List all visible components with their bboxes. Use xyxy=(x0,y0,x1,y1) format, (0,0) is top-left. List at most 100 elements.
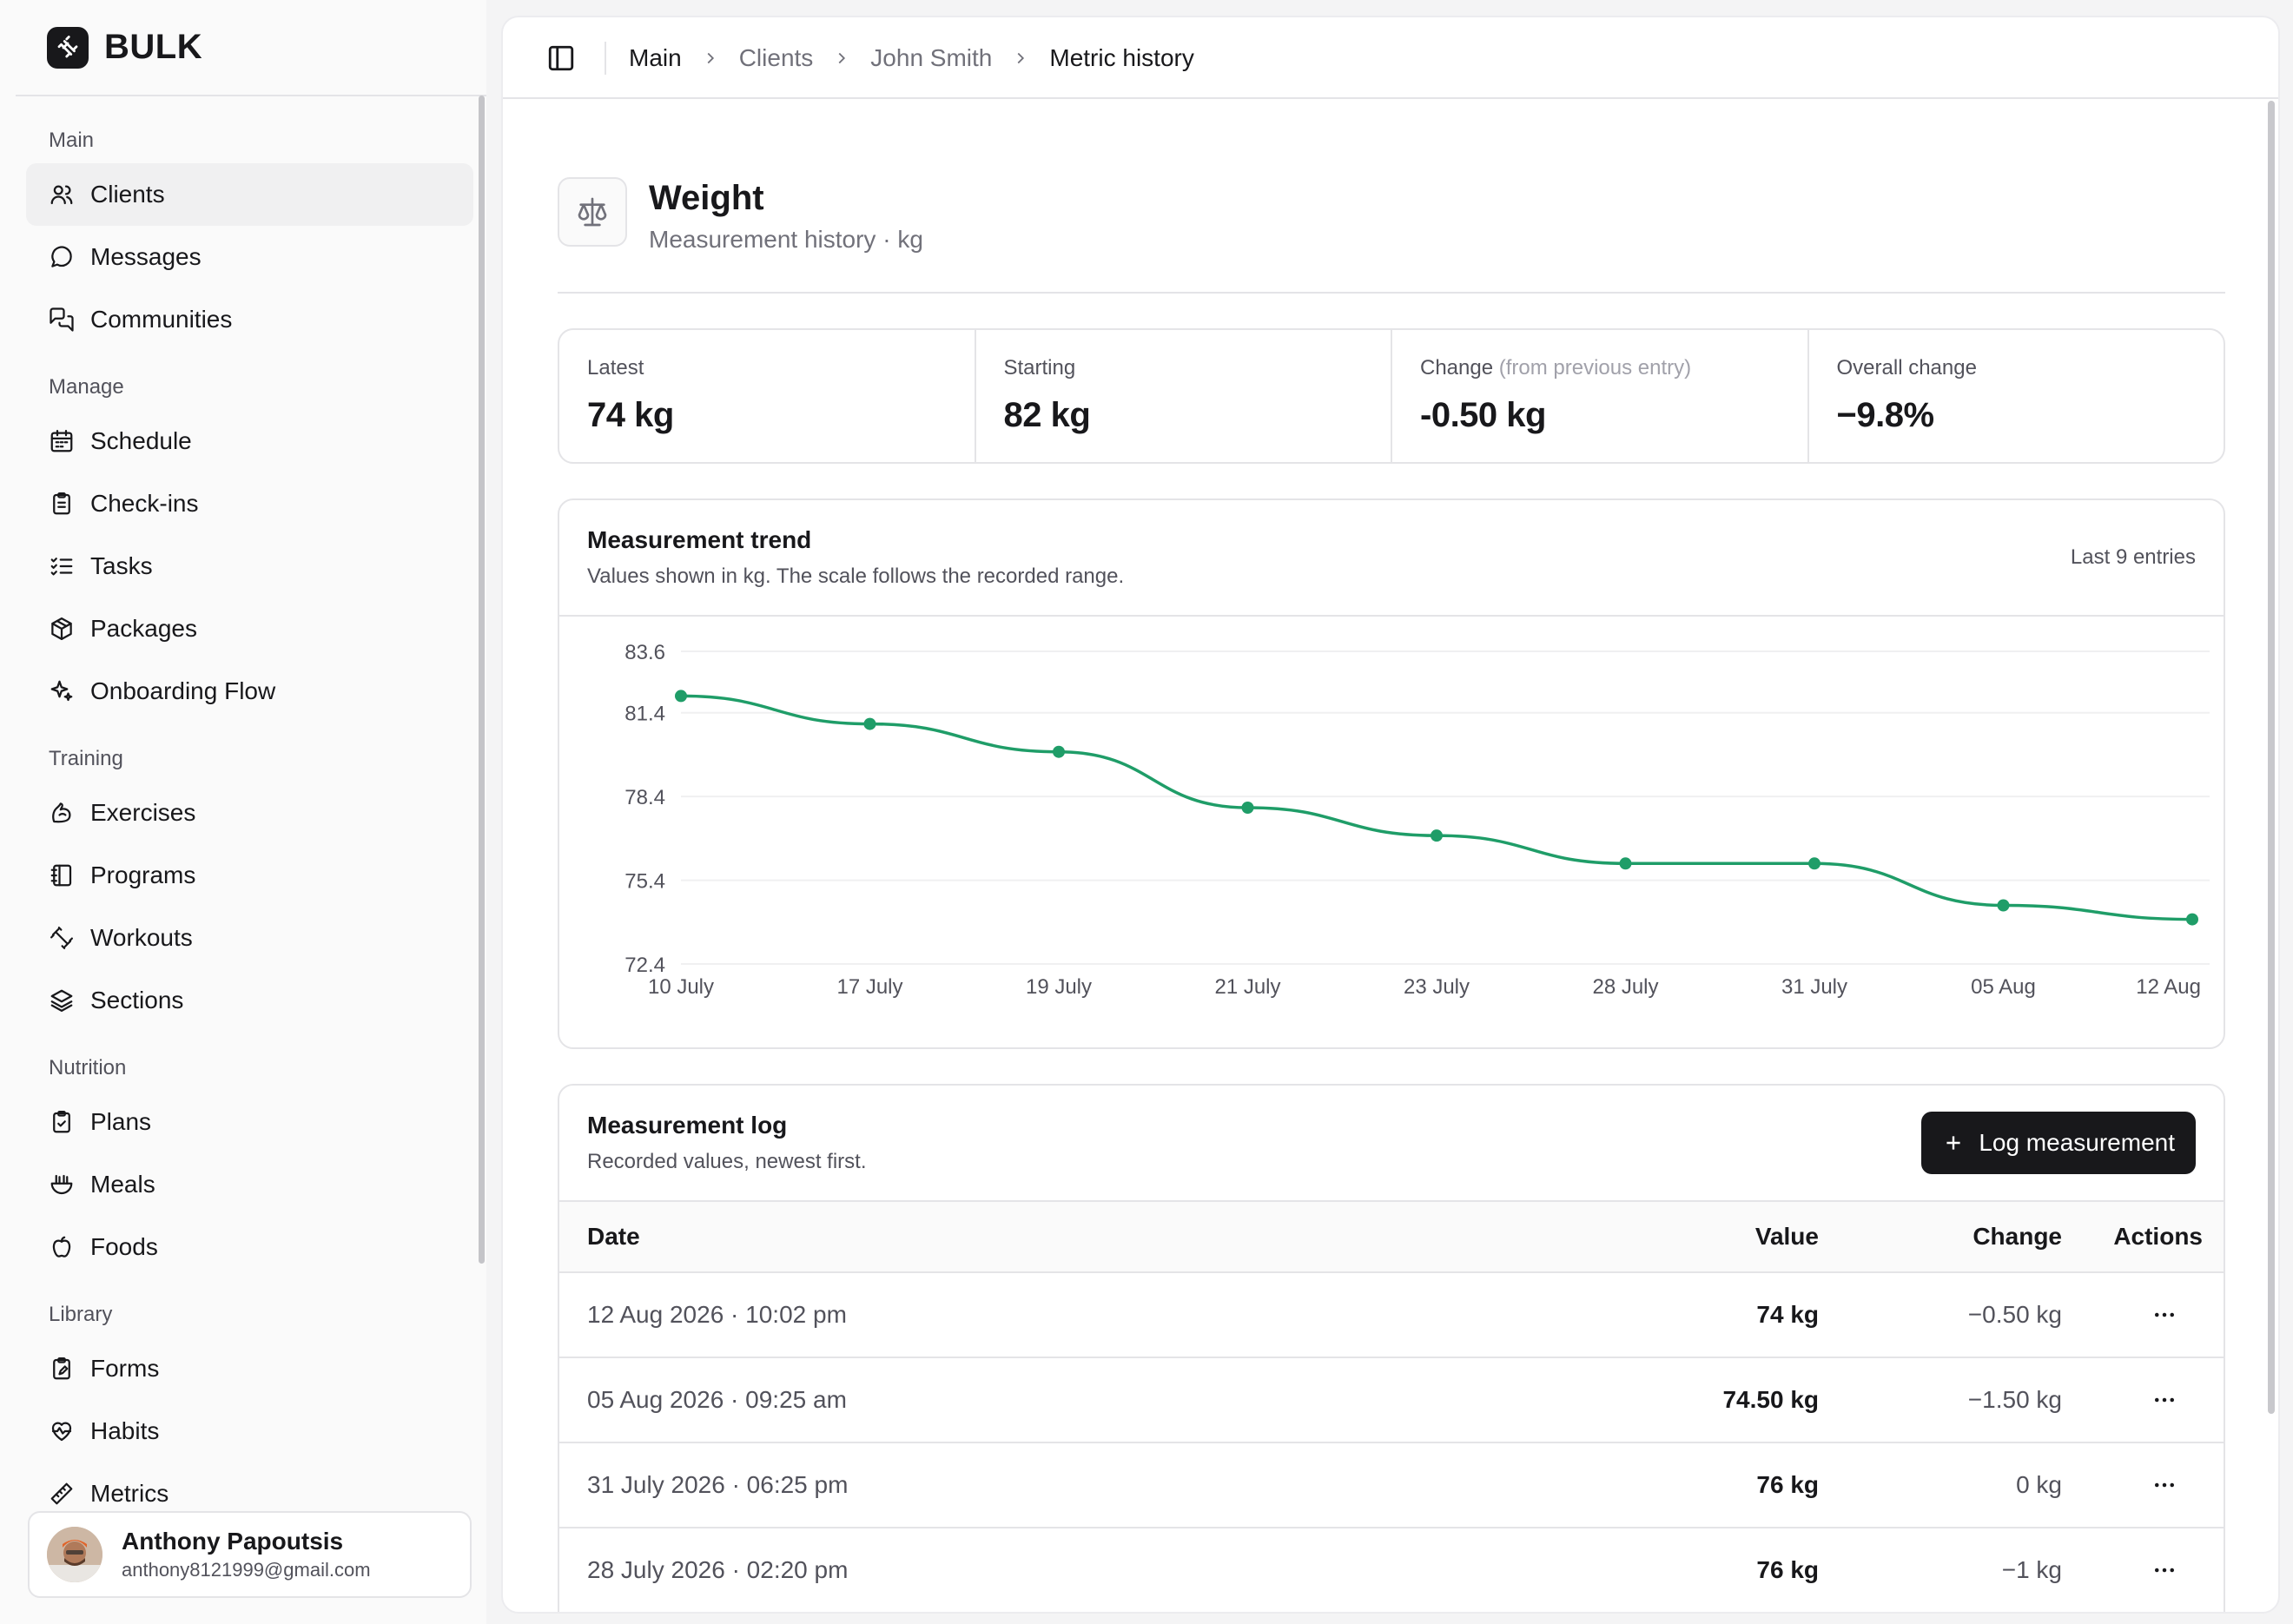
brand-name: BULK xyxy=(104,28,203,66)
sidebar-item-clients[interactable]: Clients xyxy=(26,163,473,226)
sidebar-item-metrics[interactable]: Metrics xyxy=(26,1462,473,1525)
stat-value: 82 kg xyxy=(1003,396,1091,434)
row-actions-button[interactable] xyxy=(2147,1468,2182,1502)
stat-latest: Latest 74 kg xyxy=(559,330,976,462)
nav-heading: Library xyxy=(49,1303,113,1326)
sidebar-item-programs[interactable]: Programs xyxy=(26,844,473,907)
sidebar-item-meals[interactable]: Meals xyxy=(26,1153,473,1216)
trend-title: Measurement trend xyxy=(587,526,812,553)
chevron-right-icon xyxy=(838,52,846,64)
data-point xyxy=(1053,745,1065,758)
user-card[interactable]: Anthony Papoutsis anthony8121999@gmail.c… xyxy=(28,1511,472,1598)
row-change: −1.50 kg xyxy=(1967,1386,2062,1413)
more-horizontal-icon xyxy=(2155,1568,2174,1573)
sidebar-item-packages[interactable]: Packages xyxy=(26,597,473,660)
row-value: 76 kg xyxy=(1756,1471,1819,1498)
stat-value: −9.8% xyxy=(1836,396,1935,434)
sidebar-item-forms[interactable]: Forms xyxy=(26,1337,473,1400)
ruler-icon xyxy=(50,1482,73,1505)
nav-heading: Manage xyxy=(49,375,124,399)
divider xyxy=(558,292,2225,294)
data-point xyxy=(1808,857,1821,870)
breadcrumb-clients[interactable]: Clients xyxy=(738,44,814,71)
sidebar-item-habits[interactable]: Habits xyxy=(26,1400,473,1462)
sidebar-item-label: Check-ins xyxy=(90,490,199,517)
sidebar-item-check-ins[interactable]: Check-ins xyxy=(26,472,473,535)
sidebar-item-label: Metrics xyxy=(90,1480,169,1507)
sidebar-item-label: Messages xyxy=(90,243,202,270)
log-measurement-label: Log measurement xyxy=(1979,1129,2175,1156)
y-tick-label: 75.4 xyxy=(624,870,665,894)
sidebar-item-onboarding-flow[interactable]: Onboarding Flow xyxy=(26,660,473,723)
breadcrumb-main[interactable]: Main xyxy=(629,44,682,71)
trend-chart-svg: 72.4 75.4 78.4 81.4 83.6 10 July 17 July 19 Jul… xyxy=(624,641,2210,999)
sidebar-scrollbar[interactable] xyxy=(479,96,485,1264)
sidebar-item-label: Packages xyxy=(90,615,197,642)
sidebar-item-tasks[interactable]: Tasks xyxy=(26,535,473,597)
sidebar-item-messages[interactable]: Messages xyxy=(26,226,473,288)
breadcrumb-client[interactable]: John Smith xyxy=(870,44,993,71)
sidebar-item-foods[interactable]: Foods xyxy=(26,1216,473,1278)
sidebar-item-schedule[interactable]: Schedule xyxy=(26,410,473,472)
clipboard-list-icon xyxy=(53,492,70,515)
trend-entries-count: Last 9 entries xyxy=(2070,545,2196,569)
data-point xyxy=(1241,802,1254,814)
clipboard-pen-icon xyxy=(53,1357,70,1380)
row-date: 31 July 2026 · 06:25 pm xyxy=(587,1471,849,1498)
table-row: 31 July 2026 · 06:25 pm 76 kg 0 kg xyxy=(559,1443,2224,1528)
panel-left-icon xyxy=(548,45,574,71)
column-value: Value xyxy=(1754,1223,1819,1250)
stats-bar: Latest 74 kg Starting 82 kg Change (from… xyxy=(558,328,2225,464)
row-change: −0.50 kg xyxy=(1967,1301,2062,1328)
row-actions-button[interactable] xyxy=(2147,1297,2182,1332)
bowl-icon xyxy=(50,1174,73,1195)
stat-label: Latest xyxy=(587,356,644,380)
layers-icon xyxy=(50,989,73,1012)
apple-icon xyxy=(52,1236,71,1258)
table-row: 12 Aug 2026 · 10:02 pm 74 kg −0.50 kg xyxy=(559,1273,2224,1358)
sidebar-item-label: Tasks xyxy=(90,552,153,579)
log-measurement-button[interactable]: Log measurement xyxy=(1921,1112,2196,1174)
sidebar-item-label: Habits xyxy=(90,1417,160,1444)
data-point xyxy=(863,717,876,730)
data-point xyxy=(1997,899,2010,912)
sidebar-item-label: Plans xyxy=(90,1108,152,1135)
stat-label: Starting xyxy=(1003,356,1076,380)
breadcrumb: Main Clients John Smith Metric history xyxy=(629,17,1194,99)
brand[interactable]: BULK xyxy=(16,0,486,96)
sidebar-toggle-button[interactable] xyxy=(546,43,576,73)
table-row: 28 July 2026 · 02:20 pm 76 kg −1 kg xyxy=(559,1528,2224,1612)
data-point xyxy=(675,690,687,703)
measurement-table: Date Value Change Actions 12 Aug 2026 · … xyxy=(559,1202,2224,1612)
column-change: Change xyxy=(1973,1223,2062,1250)
sidebar-item-sections[interactable]: Sections xyxy=(26,969,473,1032)
sidebar-item-communities[interactable]: Communities xyxy=(26,288,473,351)
brand-logo-icon xyxy=(47,26,89,69)
notebook-icon xyxy=(50,864,72,887)
main-scrollbar[interactable] xyxy=(2268,101,2275,1414)
row-value: 76 kg xyxy=(1756,1556,1819,1583)
sidebar-item-exercises[interactable]: Exercises xyxy=(26,782,473,844)
chevron-right-icon xyxy=(707,52,714,64)
log-card: Measurement log Recorded values, newest … xyxy=(558,1084,2225,1612)
y-tick-label: 83.6 xyxy=(624,641,665,664)
sidebar-nav: Main Clients Messages Communities Manage Sche… xyxy=(26,113,473,1534)
nav-section-manage: Manage Schedule Check-ins Tasks Packages Onbo… xyxy=(26,360,473,723)
message-circle-icon xyxy=(51,246,72,267)
sidebar-item-label: Onboarding Flow xyxy=(90,677,276,704)
row-actions-button[interactable] xyxy=(2147,1553,2182,1588)
topbar-divider xyxy=(605,42,606,75)
sidebar-item-workouts[interactable]: Workouts xyxy=(26,907,473,969)
sidebar-item-plans[interactable]: Plans xyxy=(26,1091,473,1153)
package-icon xyxy=(51,617,72,640)
x-tick-label: 10 July xyxy=(648,975,714,999)
y-tick-label: 81.4 xyxy=(624,703,665,726)
sparkles-icon xyxy=(50,680,73,702)
row-date: 12 Aug 2026 · 10:02 pm xyxy=(587,1301,847,1328)
row-actions-button[interactable] xyxy=(2147,1383,2182,1417)
x-tick-label: 12 Aug xyxy=(2136,975,2201,999)
table-row: 05 Aug 2026 · 09:25 am 74.50 kg −1.50 kg xyxy=(559,1358,2224,1443)
sidebar-item-label: Sections xyxy=(90,987,184,1013)
sidebar-item-label: Forms xyxy=(90,1355,160,1382)
nav-section-training: Training Exercises Programs Workouts Section… xyxy=(26,731,473,1032)
